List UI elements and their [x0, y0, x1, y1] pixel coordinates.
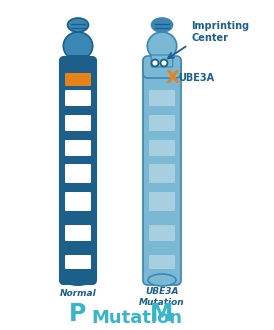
FancyBboxPatch shape [143, 56, 181, 78]
Ellipse shape [148, 274, 176, 286]
Circle shape [161, 59, 167, 67]
FancyBboxPatch shape [149, 192, 175, 211]
Ellipse shape [63, 32, 93, 60]
FancyBboxPatch shape [67, 55, 89, 67]
FancyBboxPatch shape [149, 164, 175, 183]
FancyBboxPatch shape [149, 225, 175, 241]
FancyBboxPatch shape [65, 140, 91, 156]
FancyBboxPatch shape [59, 56, 97, 78]
Text: M: M [150, 302, 174, 326]
FancyBboxPatch shape [65, 192, 91, 211]
Text: Imprinting
Center: Imprinting Center [191, 20, 249, 43]
FancyBboxPatch shape [65, 255, 91, 269]
Ellipse shape [67, 18, 89, 32]
Text: UBE3A
Mutation: UBE3A Mutation [139, 287, 185, 307]
FancyBboxPatch shape [65, 225, 91, 241]
FancyBboxPatch shape [143, 57, 181, 285]
Text: UBE3A: UBE3A [178, 73, 214, 83]
Ellipse shape [152, 18, 173, 32]
FancyBboxPatch shape [65, 115, 91, 131]
FancyBboxPatch shape [65, 73, 91, 86]
Text: Normal: Normal [60, 289, 96, 299]
FancyBboxPatch shape [149, 255, 175, 269]
FancyBboxPatch shape [149, 90, 175, 106]
FancyBboxPatch shape [59, 57, 97, 285]
Ellipse shape [147, 32, 177, 60]
Text: P: P [69, 302, 87, 326]
FancyBboxPatch shape [149, 115, 175, 131]
FancyBboxPatch shape [65, 90, 91, 106]
Ellipse shape [64, 274, 92, 286]
Circle shape [152, 59, 158, 67]
FancyBboxPatch shape [149, 140, 175, 156]
Text: X: X [166, 69, 180, 87]
FancyBboxPatch shape [65, 164, 91, 183]
Text: Mutation: Mutation [92, 309, 182, 327]
FancyBboxPatch shape [151, 55, 173, 67]
